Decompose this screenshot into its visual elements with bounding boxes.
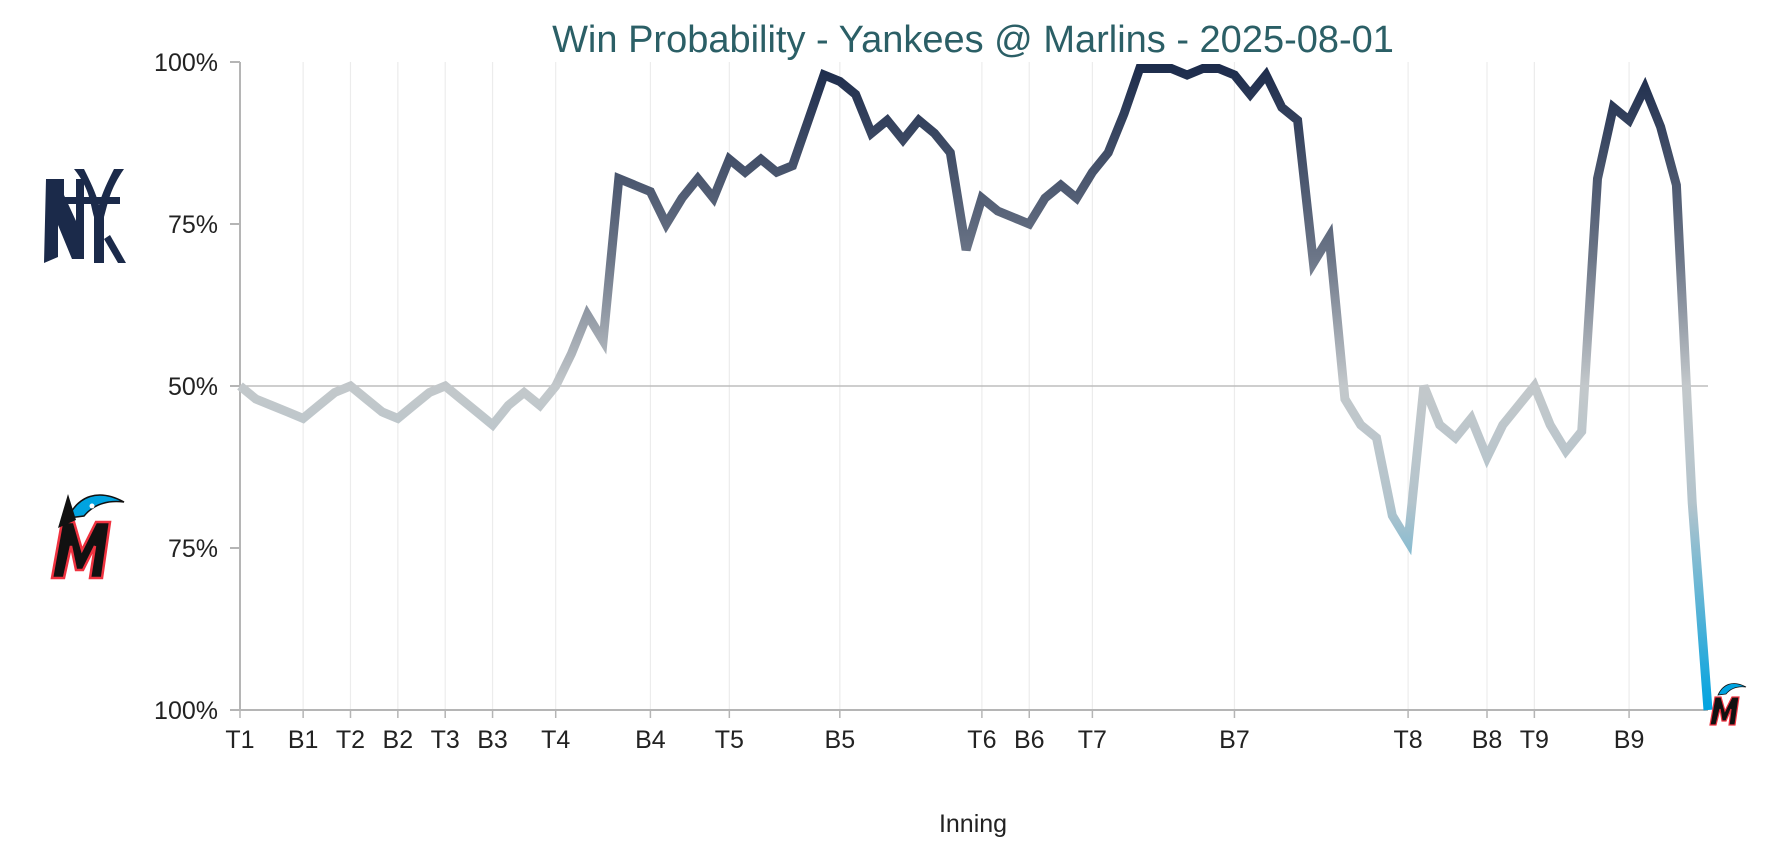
x-axis-title: Inning bbox=[939, 810, 1007, 838]
x-tick-label: T8 bbox=[1393, 726, 1422, 754]
x-tick-label: T2 bbox=[336, 726, 365, 754]
x-axis-ticks: T1 B1 T2 B2 T3 B3 T4 B4 T5 B5 T6 B6 T7 B7 T8 B8 T9 B9 bbox=[225, 710, 1644, 754]
y-tick-label: 100% bbox=[154, 49, 218, 77]
x-tick-label: T3 bbox=[431, 726, 460, 754]
marlins-end-marker-icon bbox=[1709, 683, 1747, 726]
chart-title: Win Probability - Yankees @ Marlins - 20… bbox=[552, 19, 1394, 61]
x-tick-label: B1 bbox=[288, 726, 319, 754]
y-tick-label: 75% bbox=[168, 535, 218, 563]
series-layer bbox=[237, 64, 1713, 711]
x-tick-label: T9 bbox=[1520, 726, 1549, 754]
x-tick-label: B4 bbox=[635, 726, 666, 754]
x-tick-label: B7 bbox=[1219, 726, 1250, 754]
x-tick-label: T7 bbox=[1078, 726, 1107, 754]
y-axis-ticks: 100% 75% 50% 75% 100% bbox=[154, 49, 240, 725]
x-tick-label: B9 bbox=[1614, 726, 1645, 754]
x-tick-label: B5 bbox=[825, 726, 856, 754]
x-tick-label: B3 bbox=[477, 726, 508, 754]
yankees-logo-icon bbox=[44, 169, 126, 263]
x-tick-label: B6 bbox=[1014, 726, 1045, 754]
x-tick-label: T1 bbox=[225, 726, 254, 754]
x-tick-label: T4 bbox=[541, 726, 570, 754]
x-tick-label: B8 bbox=[1472, 726, 1503, 754]
x-tick-label: T6 bbox=[967, 726, 996, 754]
win-probability-line bbox=[237, 64, 1713, 711]
x-tick-label: T5 bbox=[715, 726, 744, 754]
y-tick-label: 100% bbox=[154, 697, 218, 725]
x-tick-label: B2 bbox=[383, 726, 414, 754]
y-tick-label: 75% bbox=[168, 211, 218, 239]
y-tick-label: 50% bbox=[168, 373, 218, 401]
marlins-logo-icon bbox=[50, 494, 125, 580]
